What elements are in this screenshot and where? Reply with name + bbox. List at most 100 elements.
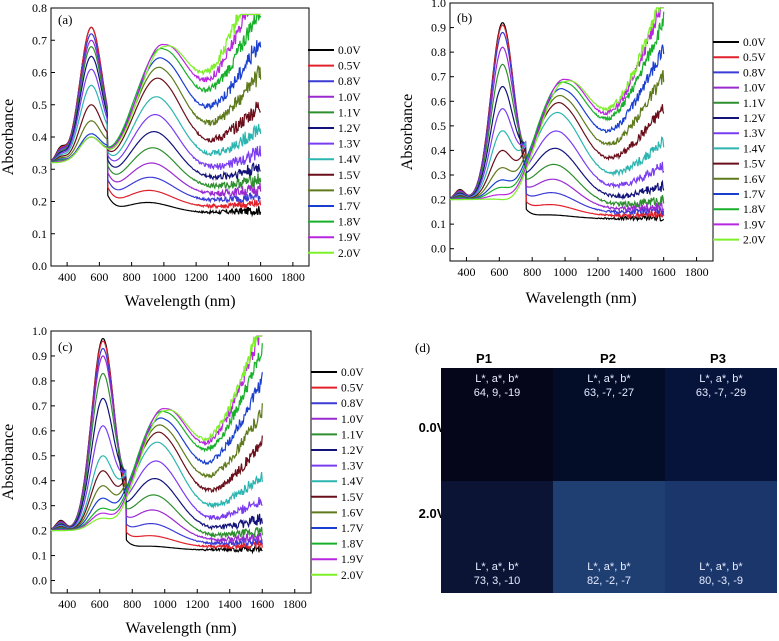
panel-label: (a)	[58, 12, 72, 27]
panel-label: (c)	[58, 339, 72, 354]
lab-header-p3-0v: L*, a*, b*	[699, 373, 743, 385]
y-tick-label: 0.8	[431, 45, 446, 59]
y-tick-label: 1.0	[431, 0, 446, 10]
y-tick-label: 0.7	[32, 399, 47, 413]
legend-label: 1.1V	[743, 98, 766, 110]
x-tick-label: 1400	[619, 265, 643, 279]
series-line-2.0V	[50, 13, 261, 164]
x-tick-label: 1600	[249, 270, 273, 284]
x-tick-label: 600	[91, 597, 109, 611]
series-line-1.3V	[50, 68, 262, 171]
sample-tile-p1-0v	[441, 368, 553, 481]
panel-label: (d)	[415, 340, 430, 355]
lab-values-p3-2v: 80, -3, -9	[699, 575, 743, 587]
series-line-2.0V	[51, 334, 263, 532]
y-tick-label: 0.2	[431, 193, 446, 207]
x-tick-label: 800	[123, 270, 141, 284]
legend-label: 1.0V	[341, 414, 364, 426]
series-line-0.5V	[50, 26, 262, 210]
series-line-1.7V	[449, 44, 665, 200]
series-line-2.0V	[450, 7, 664, 201]
legend-label: 0.5V	[743, 52, 766, 64]
y-ticks: 0.0 0.1 0.2 0.3 0.4 0.5 0.6 0.7 0.8	[32, 1, 55, 273]
x-tick-label: 1600	[652, 265, 676, 279]
lab-values-p3-0v: 63, -7, -29	[696, 387, 746, 399]
legend-label: 1.1V	[341, 429, 364, 441]
lab-header-p2-0v: L*, a*, b*	[587, 373, 631, 385]
x-axis-label: Wavelength (nm)	[125, 620, 236, 637]
column-header-p3: P3	[710, 351, 726, 366]
legend-label: 0.8V	[341, 398, 364, 410]
series-line-1.2V	[50, 397, 263, 531]
series-lines	[449, 7, 665, 222]
x-tick-label: 1200	[184, 270, 208, 284]
series-line-1.4V	[50, 441, 263, 531]
x-axis-label: Wavelength (nm)	[124, 293, 235, 310]
legend-label: 1.2V	[341, 445, 364, 457]
x-tick-label: 1400	[216, 270, 240, 284]
legend-label: 1.3V	[341, 461, 364, 473]
legend-label: 0.0V	[341, 367, 364, 379]
legend-label: 1.5V	[341, 492, 364, 504]
y-tick-label: 0.9	[32, 349, 47, 363]
x-tick-label: 1200	[586, 265, 610, 279]
legend-label: 1.7V	[341, 523, 364, 535]
legend-label: 1.0V	[743, 83, 766, 95]
y-ticks: 0.0 0.1 0.2 0.3 0.4 0.5 0.6 0.7 0.8 0.9 1.0	[431, 0, 454, 256]
y-tick-label: 0.5	[32, 98, 47, 112]
series-line-1.5V	[50, 431, 263, 531]
x-ticks: 400 600 800 1000 1200 1400 1600 1800	[457, 257, 709, 279]
x-tick-label: 600	[90, 270, 108, 284]
legend-label: 2.0V	[743, 235, 766, 247]
sample-tile-p3-2v	[665, 481, 777, 593]
y-tick-label: 0.1	[32, 549, 47, 563]
y-tick-label: 0.0	[32, 259, 47, 273]
lab-header-p1-2v: L*, a*, b*	[475, 561, 519, 573]
x-ticks: 400 600 800 1000 1200 1400 1600 1800	[58, 589, 307, 611]
series-line-1.9V	[449, 7, 664, 201]
y-tick-label: 0.8	[32, 1, 47, 15]
column-header-p1: P1	[476, 351, 492, 366]
series-line-1.2V	[50, 55, 261, 182]
y-tick-label: 0.8	[32, 374, 47, 388]
legend-label: 2.0V	[341, 570, 364, 582]
series-line-1.5V	[449, 102, 665, 200]
x-tick-label: 600	[490, 265, 508, 279]
legend-label: 1.9V	[743, 219, 766, 231]
series-line-1.1V	[50, 46, 262, 191]
legend-label: 0.0V	[338, 45, 361, 57]
y-tick-label: 0.0	[32, 574, 47, 588]
chart-panel-c: (c) Wavelength (nm) Absorbance 400 600 800…	[0, 324, 364, 637]
y-tick-label: 0.7	[32, 33, 47, 47]
lab-values-p1-2v: 73, 3, -10	[474, 575, 520, 587]
lab-header-p1-0v: L*, a*, b*	[475, 373, 519, 385]
x-tick-label: 1000	[553, 265, 577, 279]
legend-label: 1.8V	[341, 539, 364, 551]
series-line-0.8V	[449, 31, 665, 217]
sample-tile-p3-0v	[665, 368, 777, 481]
x-tick-label: 400	[58, 597, 76, 611]
x-tick-label: 1600	[250, 597, 274, 611]
chart-panel-a: (a) Wavelength (nm) Absorbance 400 600 800…	[0, 1, 361, 310]
series-line-1.6V	[50, 403, 263, 531]
legend-label: 0.0V	[743, 37, 766, 49]
legend-label: 0.8V	[743, 67, 766, 79]
x-tick-label: 1800	[281, 270, 305, 284]
y-tick-label: 0.3	[431, 168, 446, 182]
y-tick-label: 0.5	[32, 449, 47, 463]
legend: 0.0V 0.5V 0.8V 1.0V 1.1V 1.2V 1.3V 1.4V 1.5V 1.6V…	[713, 37, 766, 247]
series-line-1.2V	[449, 85, 665, 201]
y-axis-label: Absorbance	[0, 99, 17, 175]
legend-label: 1.5V	[743, 159, 766, 171]
legend-label: 1.5V	[338, 170, 361, 182]
series-line-1.0V	[50, 39, 262, 198]
legend-label: 2.0V	[338, 248, 361, 260]
legend-label: 1.9V	[341, 554, 364, 566]
y-tick-label: 0.0	[431, 242, 446, 256]
y-tick-label: 0.6	[431, 94, 446, 108]
series-line-1.7V	[50, 372, 263, 531]
y-tick-label: 0.2	[32, 524, 47, 538]
plot-frame	[50, 330, 312, 594]
y-tick-label: 0.4	[32, 474, 47, 488]
